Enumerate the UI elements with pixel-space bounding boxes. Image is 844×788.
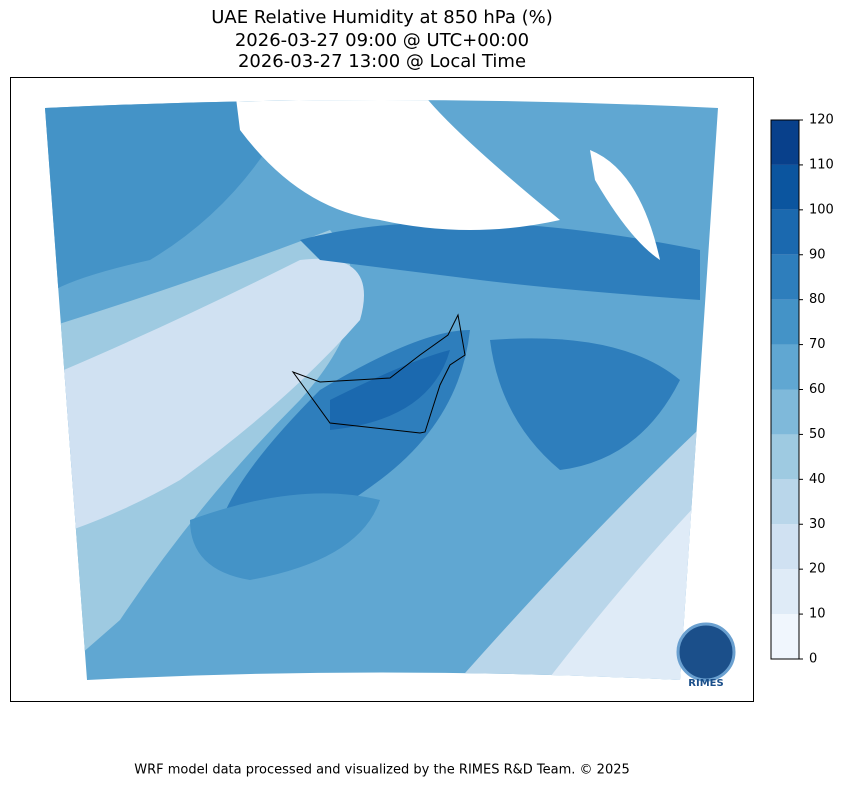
colorbar-band (771, 254, 799, 300)
contour-fill (45, 100, 300, 300)
colorbar-tick-label: 30 (809, 517, 826, 532)
colorbar-band (771, 164, 799, 210)
colorbar-tick-label: 10 (809, 607, 826, 622)
colorbar-band (771, 299, 799, 345)
contour-fill (300, 222, 700, 300)
colorbar-tick-label: 120 (809, 113, 834, 128)
logo: RIMES (676, 622, 736, 689)
contour-fill (190, 493, 380, 580)
contour-fill (490, 338, 680, 470)
colorbar-tick-label: 100 (809, 202, 834, 217)
colorbar-tick-label: 50 (809, 427, 826, 442)
colorbar-band (771, 389, 799, 435)
title-line: 2026-03-27 13:00 @ Local Time (238, 51, 526, 72)
contour-fill (330, 350, 450, 430)
uae-border (291, 313, 466, 434)
colorbar: 0 10 20 30 40 50 60 70 80 90 100 110 120 (770, 113, 834, 667)
colorbar-band (771, 434, 799, 480)
colorbar-tick-label: 0 (809, 652, 817, 667)
colorbar-band (771, 614, 799, 659)
title-line: UAE Relative Humidity at 850 hPa (%) (211, 7, 552, 28)
missing-data (235, 100, 560, 230)
colorbar-band (771, 344, 799, 390)
colorbar-band (771, 209, 799, 255)
colorbar-band (771, 569, 799, 615)
missing-data (590, 150, 660, 260)
colorbar-band (771, 524, 799, 570)
colorbar-tick-label: 70 (809, 337, 826, 352)
contour-fill (45, 258, 364, 540)
title-line: 2026-03-27 09:00 @ UTC+00:00 (235, 30, 529, 51)
logo-mark (676, 622, 736, 682)
map-frame (10, 77, 754, 702)
colorbar-band (771, 120, 799, 165)
colorbar-tick-label: 20 (809, 562, 826, 577)
colorbar-tick-label: 60 (809, 382, 826, 397)
colorbar-tick-label: 110 (809, 157, 834, 172)
colorbar-tick-label: 40 (809, 472, 826, 487)
colorbar-tick-label: 90 (809, 247, 826, 262)
colorbar-tick-label: 80 (809, 292, 826, 307)
footer: WRF model data processed and visualized … (134, 763, 630, 778)
colorbar-band (771, 479, 799, 525)
humidity-field (45, 100, 718, 680)
logo-text: RIMES (688, 678, 723, 689)
